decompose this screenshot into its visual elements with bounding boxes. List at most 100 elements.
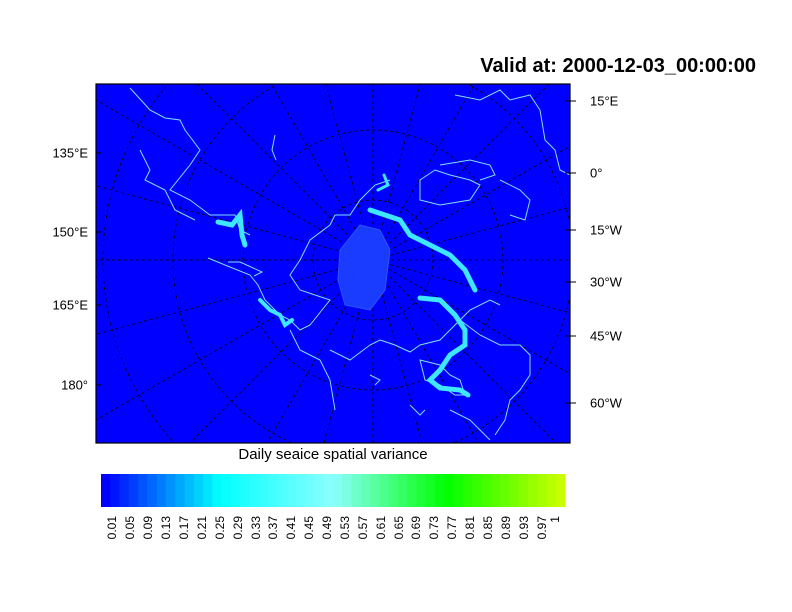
colorbar-title: Daily seaice spatial variance [238, 446, 428, 463]
right-longitude-label: 15°E [590, 93, 619, 109]
colorbar-box [370, 474, 380, 507]
colorbar-box [453, 474, 464, 507]
left-longitude-label: 135°E [52, 145, 88, 161]
colorbar-box [416, 474, 427, 507]
colorbar-box [175, 474, 186, 507]
colorbar-box [407, 474, 418, 507]
right-longitude-label: 15°W [590, 222, 622, 238]
right-longitude-label: 45°W [590, 328, 622, 344]
colorbar-box [240, 474, 250, 507]
colorbar-box [509, 474, 520, 507]
colorbar-box [546, 474, 557, 507]
colorbar-tick-label: 0.09 [141, 516, 156, 540]
colorbar-box [156, 474, 167, 507]
colorbar [101, 474, 566, 507]
left-longitude-label: 180° [61, 377, 88, 393]
colorbar-tick-label: 0.37 [266, 516, 281, 540]
colorbar-box [110, 474, 121, 507]
colorbar-tick-label: 0.61 [373, 516, 388, 540]
colorbar-tick-label: 0.65 [391, 516, 406, 540]
colorbar-box [435, 474, 445, 507]
longitude-line [372, 259, 570, 375]
longitude-line [372, 259, 480, 443]
colorbar-tick-label: 0.97 [534, 516, 549, 540]
colorbar-box [333, 474, 343, 507]
plot-title: Valid at: 2000-12-03_00:00:00 [480, 55, 756, 77]
longitude-line [372, 145, 570, 261]
colorbar-box [500, 474, 510, 507]
colorbar-box [379, 474, 390, 507]
colorbar-tick-label: 0.13 [159, 516, 174, 540]
right-longitude-label: 0° [590, 165, 603, 181]
colorbar-box [527, 474, 538, 507]
colorbar-box [277, 474, 288, 507]
colorbar-box [165, 474, 176, 507]
colorbar-box [101, 474, 111, 507]
colorbar-box [537, 474, 547, 507]
colorbar-box [221, 474, 232, 507]
seaice-variance-field [215, 173, 478, 398]
colorbar-tick-label: 0.73 [427, 516, 442, 540]
colorbar-tick-label: 0.29 [230, 516, 245, 540]
colorbar-tick-label: 0.57 [355, 516, 370, 540]
colorbar-box [268, 474, 278, 507]
colorbar-box [323, 474, 334, 507]
colorbar-box [472, 474, 482, 507]
colorbar-box [212, 474, 223, 507]
longitude-line [372, 84, 475, 261]
colorbar-tick-label: 0.89 [498, 516, 513, 540]
colorbar-box [147, 474, 158, 507]
colorbar-tick-label: 0.05 [123, 516, 138, 540]
latitude-line [102, 86, 173, 441]
colorbar-box [360, 474, 371, 507]
colorbar-box [295, 474, 306, 507]
colorbar-box [286, 474, 297, 507]
colorbar-tick-label: 0.49 [320, 516, 335, 540]
axis-ticks [96, 100, 576, 404]
colorbar-box [490, 474, 501, 507]
colorbar-tick-label: 0.21 [194, 516, 209, 540]
longitude-line [372, 206, 570, 261]
colorbar-box [230, 474, 241, 507]
longitude-line [96, 99, 374, 261]
map-ocean [96, 84, 570, 443]
colorbar-box [462, 474, 473, 507]
colorbar-tick-label: 0.25 [212, 516, 227, 540]
colorbar-box [518, 474, 529, 507]
colorbar-box [128, 474, 139, 507]
colorbar-tick-label: 0.69 [409, 516, 424, 540]
longitude-line [96, 259, 374, 421]
colorbar-box [342, 474, 353, 507]
colorbar-box [481, 474, 492, 507]
latitude-line [172, 84, 570, 443]
colorbar-box [193, 474, 204, 507]
right-longitude-label: 30°W [590, 274, 622, 290]
left-longitude-label: 165°E [52, 297, 88, 313]
colorbar-tick-label: 0.53 [337, 516, 352, 540]
colorbar-box [555, 474, 566, 507]
colorbar-box [249, 474, 260, 507]
colorbar-box [314, 474, 325, 507]
colorbar-box [184, 474, 195, 507]
colorbar-tick-label: 0.41 [284, 516, 299, 540]
colorbar-box [397, 474, 408, 507]
right-longitude-label: 60°W [590, 395, 622, 411]
colorbar-tick-label: 1 [548, 516, 562, 523]
colorbar-tick-label: 0.77 [445, 516, 460, 540]
colorbar-tick-label: 0.33 [248, 516, 263, 540]
longitude-line [372, 259, 557, 443]
longitude-line [266, 259, 374, 443]
colorbar-box [119, 474, 130, 507]
colorbar-box [305, 474, 315, 507]
colorbar-box [425, 474, 436, 507]
colorbar-tick-label: 0.93 [516, 516, 531, 540]
colorbar-box [351, 474, 362, 507]
colorbar-tick-label: 0.81 [463, 516, 478, 540]
left-longitude-label: 150°E [52, 224, 88, 240]
colorbar-box [138, 474, 148, 507]
longitude-line [271, 84, 374, 261]
colorbar-box [388, 474, 399, 507]
colorbar-tick-label: 0.45 [302, 516, 317, 540]
